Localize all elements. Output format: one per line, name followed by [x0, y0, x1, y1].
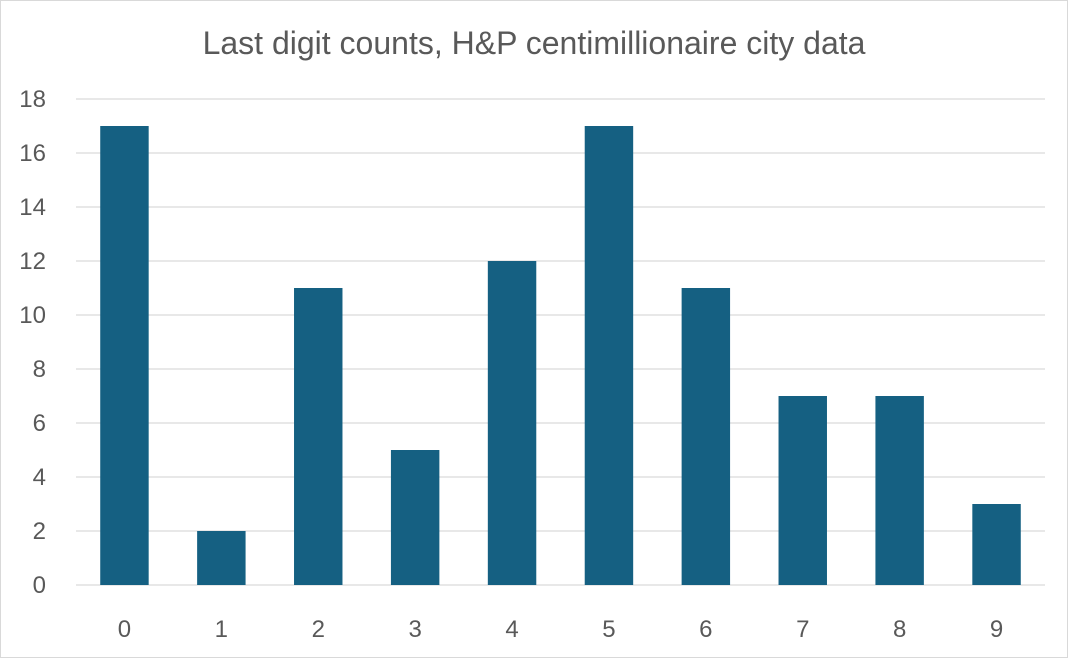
y-tick-label: 4: [33, 464, 46, 491]
bar-8: [875, 396, 924, 585]
y-tick-label: 6: [33, 410, 46, 437]
y-tick-label: 10: [19, 302, 46, 329]
bar-1: [197, 531, 246, 585]
bars: [100, 126, 1021, 585]
y-tick-label: 14: [19, 194, 46, 221]
y-tick-label: 12: [19, 248, 46, 275]
bar-0: [100, 126, 149, 585]
y-tick-label: 2: [33, 518, 46, 545]
bar-5: [584, 126, 634, 585]
gridlines: [76, 98, 1045, 586]
x-axis-tick-labels: 0 1 2 3 4 5 6 7 8 9: [118, 616, 1003, 643]
x-tick-label: 5: [602, 616, 615, 643]
x-tick-label: 0: [118, 616, 131, 643]
bar-6: [681, 288, 731, 585]
x-tick-label: 8: [893, 616, 906, 643]
x-tick-label: 3: [408, 616, 421, 643]
y-tick-label: 0: [33, 572, 46, 599]
bar-4: [487, 261, 537, 585]
x-tick-label: 7: [796, 616, 809, 643]
y-tick-label: 16: [19, 140, 46, 167]
chart-title: Last digit counts, H&P centimillionaire …: [202, 25, 866, 61]
y-tick-label: 8: [33, 356, 46, 383]
bar-3: [390, 450, 440, 585]
x-tick-label: 2: [312, 616, 325, 643]
y-tick-label: 18: [19, 86, 46, 113]
x-tick-label: 9: [990, 616, 1003, 643]
x-tick-label: 4: [505, 616, 518, 643]
bar-2: [294, 288, 343, 585]
x-tick-label: 1: [215, 616, 228, 643]
bar-9: [972, 504, 1021, 585]
bar-7: [778, 396, 827, 585]
y-axis-tick-labels: 0 2 4 6 8 10 12 14 16 18: [19, 86, 46, 599]
x-tick-label: 6: [699, 616, 712, 643]
